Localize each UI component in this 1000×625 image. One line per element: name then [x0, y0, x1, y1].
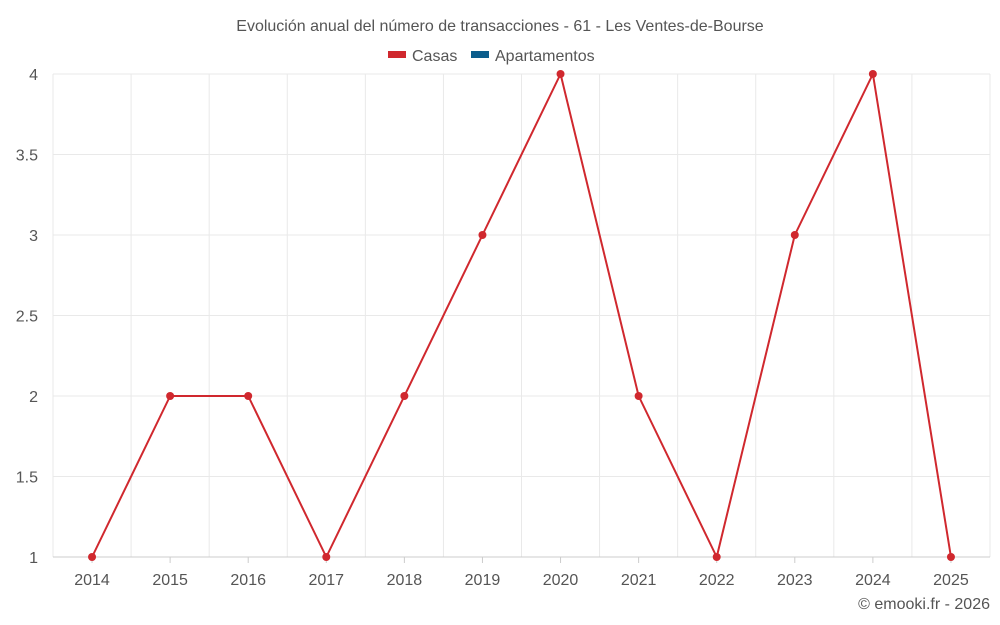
legend-item-apartamentos[interactable]: Apartamentos — [471, 48, 595, 65]
x-tick-label: 2016 — [230, 572, 266, 589]
x-tick-label: 2015 — [152, 572, 188, 589]
x-tick-label: 2022 — [699, 572, 735, 589]
data-point[interactable] — [634, 392, 643, 400]
data-point[interactable] — [556, 70, 565, 78]
data-point[interactable] — [868, 70, 877, 78]
plot-area — [88, 70, 955, 561]
y-tick-label: 4 — [29, 67, 38, 84]
y-tick-label: 2.5 — [16, 309, 38, 326]
y-axis: 1 1.5 2 2.5 3 3.5 4 — [16, 67, 38, 567]
x-tick-label: 2018 — [387, 572, 423, 589]
data-point[interactable] — [790, 231, 799, 239]
y-tick-label: 1 — [29, 550, 38, 567]
legend-label-casas: Casas — [412, 48, 457, 65]
data-point[interactable] — [712, 553, 721, 561]
legend-label-apartamentos: Apartamentos — [495, 48, 595, 65]
series-line-casas — [91, 73, 952, 558]
y-tick-label: 2 — [29, 389, 38, 406]
x-tick-label: 2021 — [621, 572, 657, 589]
x-tick-label: 2023 — [777, 572, 813, 589]
credit-text: © emooki.fr - 2026 — [858, 596, 990, 613]
x-tick-label: 2020 — [543, 572, 579, 589]
data-point[interactable] — [166, 392, 175, 400]
legend-swatch-casas — [388, 51, 406, 58]
y-tick-label: 3.5 — [16, 148, 38, 165]
data-point[interactable] — [244, 392, 253, 400]
data-point[interactable] — [322, 553, 331, 561]
y-tick-label: 1.5 — [16, 470, 38, 487]
x-tick-label: 2025 — [933, 572, 969, 589]
legend-item-casas[interactable]: Casas — [388, 48, 457, 65]
x-tick-label: 2024 — [855, 572, 891, 589]
x-axis: 2014 2015 2016 2017 2018 2019 2020 2021 2022 2023… — [53, 556, 990, 589]
data-point[interactable] — [88, 553, 97, 561]
x-tick-label: 2014 — [74, 572, 110, 589]
x-tick-label: 2019 — [465, 572, 501, 589]
y-tick-label: 3 — [29, 228, 38, 245]
x-tick-label: 2017 — [308, 572, 344, 589]
chart-title: Evolución anual del número de transaccio… — [236, 18, 764, 35]
legend: Casas Apartamentos — [388, 48, 595, 65]
data-point[interactable] — [478, 231, 487, 239]
data-point[interactable] — [400, 392, 409, 400]
legend-swatch-apartamentos — [471, 51, 489, 58]
data-point[interactable] — [946, 553, 955, 561]
